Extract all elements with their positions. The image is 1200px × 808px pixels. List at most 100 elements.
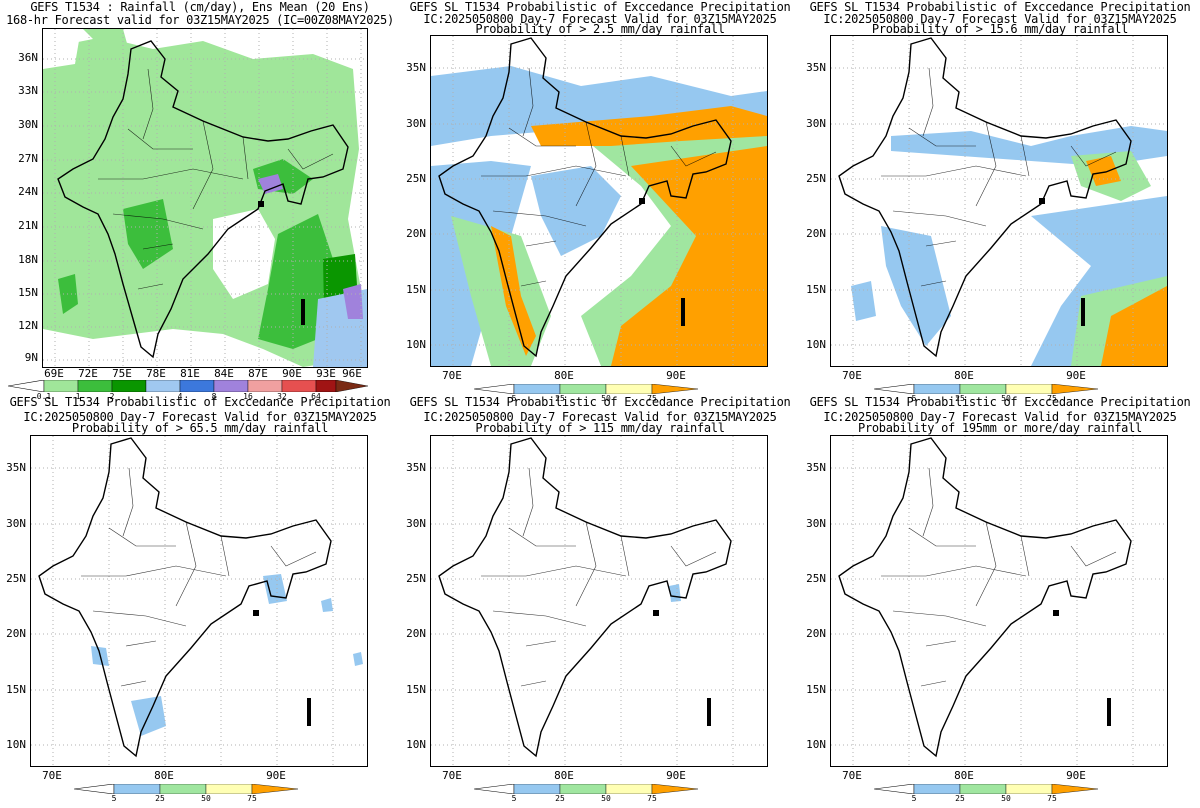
colorbar: 5 25 50 75 [74,784,298,808]
colorbar: 5 25 50 75 [474,384,698,408]
lon-label: 80E [954,769,974,782]
lon-label: 70E [842,369,862,382]
lat-label: 20N [806,627,826,640]
lat-label: 10N [406,738,426,751]
panel-title-line2: IC:2025050800 Day-7 Forecast Valid for 0… [23,410,377,424]
lat-label: 20N [806,227,826,240]
lat-label: 20N [406,627,426,640]
panel-title-line1: GEFS SL T1534 Probabilistic of Exccedanc… [409,0,791,14]
lon-label: 80E [554,369,574,382]
lat-label: 25N [806,572,826,585]
lon-label: 80E [954,369,974,382]
colorbar-label: 2 [109,392,115,401]
colorbar-label: 75 [247,794,257,803]
lat-label: 25N [406,172,426,185]
colorbar-swatches [874,384,1098,394]
lat-label: 35N [806,61,826,74]
probability-map [831,36,1167,366]
colorbar-label: 25 [555,794,565,803]
panel-title-line2: IC:2025050800 Day-7 Forecast Valid for 0… [423,410,777,424]
lat-label: 27N [18,152,38,165]
colorbar-label: 32 [277,392,287,401]
panel-prob-195mm: GEFS SL T1534 Probabilistic of Exccedanc… [800,396,1200,803]
colorbar-label: 64 [311,392,321,401]
colorbar-label: 5 [111,794,117,803]
colorbar-swatches [474,384,698,394]
lat-label: 15N [18,286,38,299]
colorbar-swatches [874,784,1098,794]
colorbar-swatches [474,784,698,794]
lat-label: 21N [18,219,38,232]
panel-title-line2: IC:2025050800 Day-7 Forecast Valid for 0… [423,12,777,26]
lon-label: 96E [342,367,362,380]
lat-label: 20N [6,627,26,640]
panel-title-line2: IC:2025050800 Day-7 Forecast Valid for 0… [823,12,1177,26]
panel-title-line3: Probability of > 65.5 mm/day rainfall [71,421,329,435]
panel-title-line3: Probability of > 15.6 mm/day rainfall [871,22,1129,36]
colorbar-label: 50 [601,394,611,403]
panel-prob-65-5mm: GEFS SL T1534 Probabilistic of Exccedanc… [0,396,400,803]
lon-label: 90E [282,367,302,380]
lat-label: 30N [806,117,826,130]
lat-label: 15N [806,283,826,296]
lat-label: 10N [6,738,26,751]
panel-title-line2: IC:2025050800 Day-7 Forecast Valid for 0… [823,410,1177,424]
lon-label: 69E [44,367,64,380]
colorbar: 0.1 1 2 4 8 16 32 64 [8,380,368,404]
colorbar-label: 50 [1001,394,1011,403]
colorbar-label: 75 [647,794,657,803]
colorbar-swatches [8,380,368,392]
panel-title-line3: Probability of > 115 mm/day rainfall [475,421,725,435]
lat-label: 15N [6,683,26,696]
colorbar: 5 25 50 75 [874,384,1098,408]
lat-label: 36N [18,51,38,64]
lat-label: 9N [24,351,38,364]
lon-label: 70E [442,369,462,382]
lon-label: 93E [316,367,336,380]
panel-prob-115mm: GEFS SL T1534 Probabilistic of Exccedanc… [400,396,800,803]
panel-prob-15-6mm: GEFS SL T1534 Probabilistic of Exccedanc… [800,0,1200,403]
lon-label: 84E [214,367,234,380]
lat-label: 30N [406,117,426,130]
lat-label: 35N [406,61,426,74]
map-frame [430,35,768,367]
map-frame [30,435,368,767]
colorbar-label: 50 [201,794,211,803]
lon-label: 90E [1066,769,1086,782]
lon-label: 80E [554,769,574,782]
lat-label: 15N [406,683,426,696]
lat-label: 35N [6,461,26,474]
colorbar-label: 16 [243,392,253,401]
panel-title-line3: Probability of > 2.5 mm/day rainfall [475,22,725,36]
colorbar-label: 25 [555,394,565,403]
lon-label: 90E [666,769,686,782]
lat-label: 30N [6,517,26,530]
lat-label: 30N [406,517,426,530]
rainfall-map [43,29,367,367]
lat-label: 30N [806,517,826,530]
colorbar-label: 75 [1047,394,1057,403]
colorbar-label: 8 [211,392,217,401]
lon-label: 72E [78,367,98,380]
panel-title-line2: 168-hr Forecast valid for 03Z15MAY2025 (… [6,13,394,27]
colorbar: 5 25 50 75 [874,784,1098,808]
panel-title-line1: GEFS SL T1534 Probabilistic of Exccedanc… [409,395,791,409]
panel-ensemble-mean-rainfall: GEFS T1534 : Rainfall (cm/day), Ens Mean… [0,0,400,401]
map-frame [830,435,1168,767]
lon-label: 81E [180,367,200,380]
probability-map [831,436,1167,766]
map-frame [830,35,1168,367]
lat-label: 33N [18,84,38,97]
panel-title-line1: GEFS SL T1534 Probabilistic of Exccedanc… [9,395,391,409]
colorbar-label: 50 [1001,794,1011,803]
lat-label: 25N [406,572,426,585]
lat-label: 25N [6,572,26,585]
lon-label: 78E [146,367,166,380]
lon-label: 70E [42,769,62,782]
colorbar-label: 5 [511,794,517,803]
colorbar-label: 4 [177,392,183,401]
lat-label: 10N [806,738,826,751]
probability-map [31,436,367,766]
colorbar: 5 25 50 75 [474,784,698,808]
lat-label: 15N [406,283,426,296]
